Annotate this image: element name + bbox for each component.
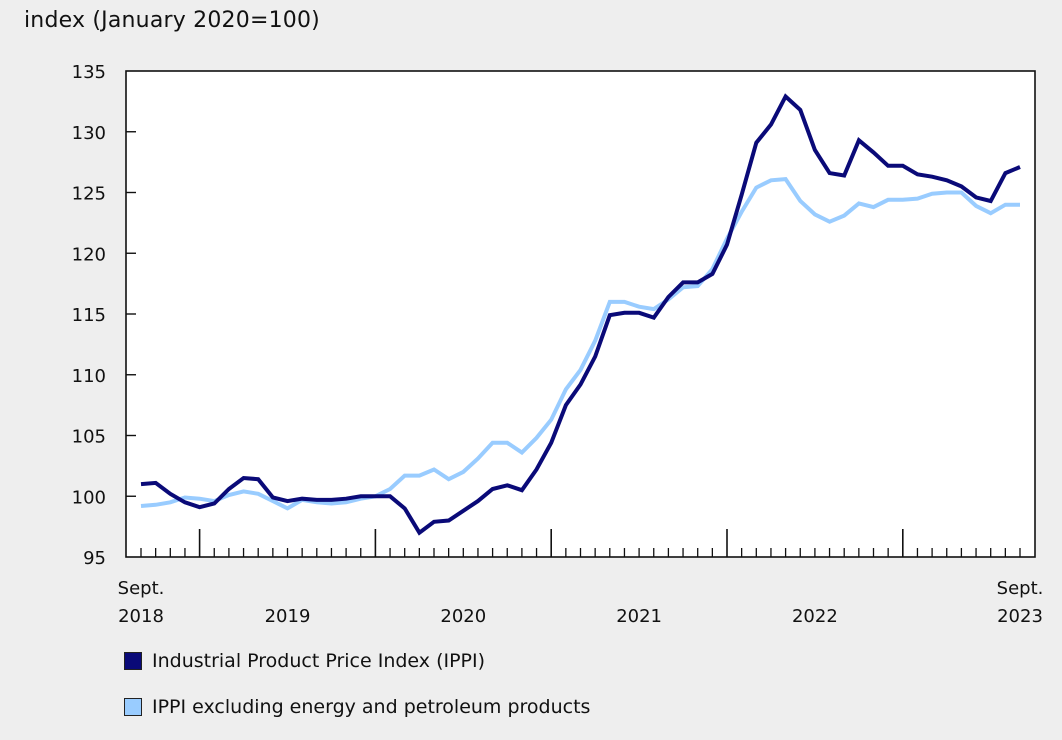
x-tick-label: 2022 <box>792 606 838 627</box>
y-tick-label: 110 <box>72 366 106 387</box>
y-tick-label: 105 <box>72 427 106 448</box>
y-tick-label: 115 <box>72 305 106 326</box>
legend-item-ippi-ex-energy: IPPI excluding energy and petroleum prod… <box>124 694 590 720</box>
x-tick-label: 2021 <box>616 606 662 627</box>
legend-item-ippi: Industrial Product Price Index (IPPI) <box>124 648 590 674</box>
line-chart: 95 100 105 110 115 120 125 130 135 Sept. 2018 2019… <box>0 0 1062 640</box>
y-tick-label: 135 <box>72 62 106 83</box>
x-tick-label: 2019 <box>265 606 311 627</box>
x-tick-label: 2018 <box>118 606 164 627</box>
legend-label-ippi-ex-energy: IPPI excluding energy and petroleum prod… <box>152 696 590 718</box>
y-tick-label: 125 <box>72 184 106 205</box>
legend-swatch-ippi <box>124 652 142 670</box>
y-tick-label: 95 <box>83 548 106 569</box>
x-tick-label: 2020 <box>440 606 486 627</box>
legend: Industrial Product Price Index (IPPI) IP… <box>124 648 590 740</box>
x-tick-label: Sept. <box>997 578 1044 599</box>
y-tick-label: 100 <box>72 487 106 508</box>
y-tick-label: 120 <box>72 244 106 265</box>
y-tick-label: 130 <box>72 123 106 144</box>
x-tick-label: Sept. <box>118 578 165 599</box>
legend-label-ippi: Industrial Product Price Index (IPPI) <box>152 650 485 672</box>
x-tick-label: 2023 <box>997 606 1043 627</box>
legend-swatch-ippi-ex-energy <box>124 698 142 716</box>
